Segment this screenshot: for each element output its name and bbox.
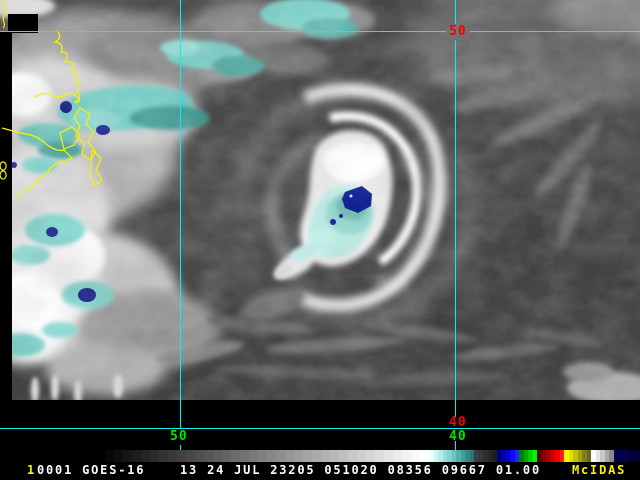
colorbar-color-step <box>582 450 587 462</box>
colorbar-color-step <box>474 450 479 462</box>
colorbar-color-step <box>555 450 560 462</box>
colorbar-gray-step <box>159 450 168 462</box>
colorbar-gray-step <box>285 450 294 462</box>
mcidas-brand: McIDAS <box>572 463 627 477</box>
colorbar-color-step <box>492 450 497 462</box>
colorbar-color-step <box>487 450 492 462</box>
colorbar-color-step <box>586 450 591 462</box>
colorbar-gray-step <box>411 450 420 462</box>
latitude-gridline-50-left <box>0 31 446 32</box>
colorbar-color-step <box>460 450 465 462</box>
colorbar-gray-step <box>231 450 240 462</box>
colorbar-color-step <box>442 450 447 462</box>
colorbar-color-step <box>550 450 555 462</box>
colorbar-gray-step <box>186 450 195 462</box>
colorbar-color-step <box>528 450 533 462</box>
colorbar-gray-step <box>348 450 357 462</box>
colorbar-gray-step <box>258 450 267 462</box>
colorbar-color-step <box>465 450 470 462</box>
colorbar-color-step <box>438 450 443 462</box>
colorbar-color-step <box>559 450 564 462</box>
latitude-gridline-50-right <box>470 31 640 32</box>
latitude-label-50: 50 <box>449 24 467 39</box>
colorbar-color-step <box>456 450 461 462</box>
colorbar-gray-step <box>150 450 159 462</box>
colorbar-color-step <box>546 450 551 462</box>
colorbar-gray-step <box>312 450 321 462</box>
colorbar-color-step <box>501 450 506 462</box>
colorbar-color-step <box>451 450 456 462</box>
colorbar-gray-step <box>384 450 393 462</box>
coastline-map <box>0 0 103 199</box>
colorbar-color-step <box>510 450 515 462</box>
colorbar-gray-step <box>303 450 312 462</box>
colorbar-color-step <box>564 450 569 462</box>
colorbar-color-step <box>626 450 640 462</box>
colorbar-color-step <box>532 450 537 462</box>
colorbar-gray-step <box>267 450 276 462</box>
colorbar-gray-step <box>330 450 339 462</box>
latitude-gridline-40 <box>0 428 640 429</box>
frame-info: 0001 GOES-16 <box>37 463 146 477</box>
status-bar: 1 0001 GOES-16 13 24 JUL 23205 051020 08… <box>0 463 640 478</box>
colorbar-color-step <box>537 450 542 462</box>
satellite-image[interactable] <box>0 0 640 400</box>
colorbar-gray-step <box>393 450 402 462</box>
colorbar-color-step <box>523 450 528 462</box>
colorbar-gray-step <box>402 450 411 462</box>
colorbar-gray-step <box>375 450 384 462</box>
colorbar-gray-step <box>321 450 330 462</box>
colorbar-color-step <box>600 450 605 462</box>
colorbar-gray-step <box>213 450 222 462</box>
colorbar-gray-step <box>240 450 249 462</box>
frame-number: 1 <box>27 463 37 477</box>
colorbar-color-step <box>613 450 627 462</box>
colorbar-gray-step <box>339 450 348 462</box>
latitude-label-40: 40 <box>449 415 467 430</box>
colorbar-color-step <box>591 450 596 462</box>
colorbar-color-step <box>519 450 524 462</box>
colorbar-gray-step <box>294 450 303 462</box>
colorbar-gray-step <box>204 450 213 462</box>
colorbar-color-step <box>496 450 501 462</box>
colorbar-gray-step <box>222 450 231 462</box>
longitude-label-50: 50 <box>170 429 188 444</box>
colorbar-color-step <box>604 450 609 462</box>
colorbar-color-step <box>447 450 452 462</box>
colorbar-gray-step <box>132 450 141 462</box>
colorbar-color-step <box>505 450 510 462</box>
colorbar-color-step <box>478 450 483 462</box>
colorbar-color-step <box>568 450 573 462</box>
enhancement-colorbar <box>105 450 640 462</box>
colorbar-color-step <box>429 450 434 462</box>
colorbar-color-step <box>483 450 488 462</box>
longitude-gridline-40-middle <box>455 40 456 417</box>
scan-edge <box>0 14 38 400</box>
longitude-label-40: 40 <box>449 429 467 444</box>
colorbar-color-step <box>469 450 474 462</box>
colorbar-color-step <box>541 450 546 462</box>
longitude-gridline-50-upper <box>180 0 181 429</box>
image-time-info: 13 24 JUL 23205 051020 08356 09667 01.00 <box>180 463 541 477</box>
colorbar-gray-step <box>168 450 177 462</box>
colorbar-gray-step <box>123 450 132 462</box>
colorbar-gray-step <box>141 450 150 462</box>
colorbar-color-step <box>514 450 519 462</box>
colorbar-color-step <box>433 450 438 462</box>
colorbar-gray-step <box>276 450 285 462</box>
colorbar-gray-step <box>105 450 114 462</box>
colorbar-gray-step <box>249 450 258 462</box>
colorbar-color-step <box>609 450 614 462</box>
colorbar-gray-step <box>114 450 123 462</box>
colorbar-gray-step <box>177 450 186 462</box>
colorbar-color-step <box>595 450 600 462</box>
colorbar-color-step <box>573 450 578 462</box>
colorbar-gray-step <box>357 450 366 462</box>
longitude-gridline-40-top <box>455 0 456 24</box>
colorbar-gray-step <box>366 450 375 462</box>
colorbar-color-step <box>577 450 582 462</box>
colorbar-gray-step <box>420 450 429 462</box>
colorbar-gray-step <box>195 450 204 462</box>
